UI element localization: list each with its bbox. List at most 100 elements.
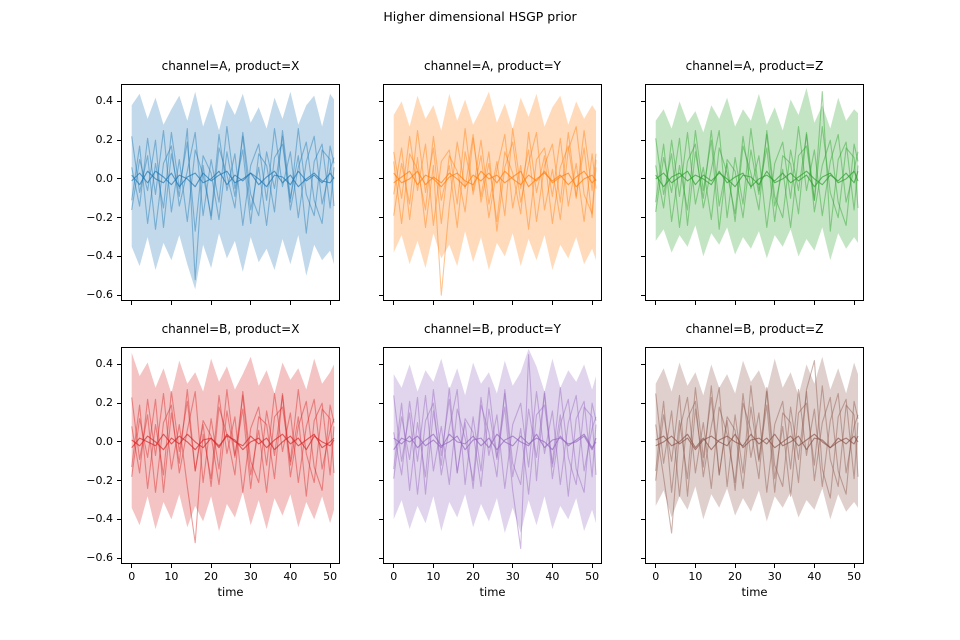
x-tick-mark [694,301,696,305]
y-tick-mark [641,402,645,404]
y-tick-mark [641,441,645,443]
plot-area-channel-a-product-z [655,87,859,261]
x-tick-label: 0 [652,570,660,583]
hdi-band [131,91,334,290]
prior-sample-line [655,389,859,534]
prior-sample-line [131,128,335,232]
prior-sample-line [655,129,859,226]
prior-sample-line [655,433,859,451]
prior-sample-line [131,433,335,451]
y-tick-label: 0.0 [95,434,114,448]
x-tick-mark [512,301,514,305]
subplot-title-channel-a-product-z: channel=A, product=Z [685,59,824,73]
y-tick-mark [117,100,121,102]
prior-sample-line [655,91,859,232]
y-tick-label: −0.6 [86,288,113,302]
y-tick-mark [379,255,383,257]
y-tick-label: 0.4 [95,357,114,371]
prior-sample-line [655,170,859,188]
x-tick-label: 30 [243,570,258,583]
x-tick-label: 30 [767,570,782,583]
x-tick-mark [734,564,736,568]
plot-frame-channel-b-product-x [121,347,340,564]
hdi-band [655,87,858,261]
x-tick-label: 0 [128,570,136,583]
prior-sample-line [655,126,859,228]
y-tick-mark [641,294,645,296]
y-tick-mark [117,363,121,365]
x-tick-mark [774,301,776,305]
x-tick-mark [853,564,855,568]
x-tick-label: 10 [688,570,703,583]
prior-sample-line [131,170,335,188]
subplot-title-channel-b-product-y: channel=B, product=Y [424,322,561,336]
hdi-band [131,352,334,532]
x-tick-mark [655,301,657,305]
y-tick-mark [117,441,121,443]
prior-sample-line [393,128,597,228]
y-tick-mark [379,402,383,404]
x-tick-label: 40 [283,570,298,583]
subplot-title-channel-b-product-z: channel=B, product=Z [685,322,824,336]
x-tick-mark [393,301,395,305]
x-tick-mark [210,301,212,305]
plot-frame-channel-a-product-z [645,84,864,301]
y-tick-label: −0.4 [86,249,113,263]
y-tick-mark [641,139,645,141]
x-tick-label: 40 [807,570,822,583]
plot-area-channel-b-product-y [393,348,597,550]
x-tick-label: 50 [847,570,862,583]
x-tick-mark [250,564,252,568]
prior-sample-line [131,389,335,493]
y-tick-mark [641,363,645,365]
y-tick-mark [641,100,645,102]
hdi-band [393,348,596,533]
subplot-title-channel-a-product-y: channel=A, product=Y [424,59,561,73]
y-tick-mark [117,178,121,180]
prior-sample-line [393,433,597,451]
x-tick-mark [591,301,593,305]
y-tick-mark [379,363,383,365]
y-tick-mark [379,217,383,219]
prior-sample-line [655,170,859,188]
x-tick-mark [551,301,553,305]
x-axis-label: time [479,585,506,599]
subplot-title-channel-b-product-x: channel=B, product=X [161,322,300,336]
x-tick-mark [512,564,514,568]
x-tick-mark [170,564,172,568]
y-tick-mark [117,294,121,296]
x-tick-mark [131,301,133,305]
y-tick-mark [117,255,121,257]
x-tick-mark [393,564,395,568]
x-tick-mark [329,301,331,305]
y-tick-mark [379,294,383,296]
x-tick-mark [432,564,434,568]
x-tick-label: 20 [466,570,481,583]
y-tick-mark [641,217,645,219]
y-tick-mark [117,480,121,482]
x-tick-mark [131,564,133,568]
x-tick-mark [694,564,696,568]
x-tick-mark [329,564,331,568]
x-tick-label: 40 [545,570,560,583]
x-tick-mark [289,301,291,305]
x-tick-mark [472,564,474,568]
y-tick-label: −0.6 [86,551,113,565]
y-tick-mark [641,518,645,520]
x-tick-mark [250,301,252,305]
y-tick-mark [379,557,383,559]
plot-area-channel-b-product-x [131,352,335,544]
plot-frame-channel-a-product-y [383,84,602,301]
prior-sample-line [655,126,859,230]
x-tick-label: 20 [728,570,743,583]
x-tick-label: 50 [585,570,600,583]
x-tick-label: 10 [164,570,179,583]
prior-sample-line [393,387,597,495]
y-tick-mark [641,178,645,180]
y-tick-mark [379,139,383,141]
y-tick-mark [117,139,121,141]
prior-sample-line [393,128,597,230]
x-tick-label: 30 [505,570,520,583]
x-tick-mark [551,564,553,568]
